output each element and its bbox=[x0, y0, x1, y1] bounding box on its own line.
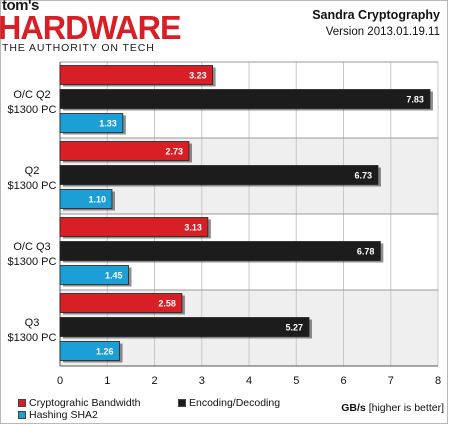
bar-encoding-decoding bbox=[59, 165, 379, 185]
category-label: O/C Q2 bbox=[13, 89, 50, 101]
x-tick-label: 3 bbox=[199, 375, 205, 387]
x-tick-label: 4 bbox=[246, 375, 252, 387]
legend-swatch-red bbox=[18, 399, 26, 407]
bar-cryptographic-bandwidth bbox=[59, 293, 183, 313]
legend-label: Cryptograhic Bandwidth bbox=[29, 397, 141, 409]
bar-value-label: 1.26 bbox=[96, 347, 114, 357]
bar-value-label: 5.27 bbox=[285, 323, 303, 333]
bar-encoding-decoding bbox=[59, 317, 310, 337]
legend-item-encoding-decoding: Encoding/Decoding bbox=[178, 397, 280, 409]
bar-cryptographic-bandwidth bbox=[59, 217, 209, 237]
legend-swatch-black bbox=[178, 399, 186, 407]
x-tick-label: 8 bbox=[435, 375, 441, 387]
logo-tagline: THE AUTHORITY ON TECH bbox=[2, 42, 155, 54]
chart-subtitle: Version 2013.01.19.11 bbox=[325, 26, 440, 38]
category-sublabel: $1300 PC bbox=[8, 104, 57, 116]
category-sublabel: $1300 PC bbox=[8, 332, 57, 344]
x-tick-label: 7 bbox=[388, 375, 394, 387]
bar-value-label: 6.73 bbox=[354, 171, 372, 181]
bar-hashing-sha2 bbox=[59, 113, 124, 133]
legend-item-cryptographic-bandwidth: Cryptograhic Bandwidth bbox=[18, 397, 140, 409]
legend: Cryptograhic Bandwidth Encoding/Decoding… bbox=[18, 397, 318, 423]
bar-hashing-sha2 bbox=[59, 189, 113, 209]
x-tick-label: 2 bbox=[151, 375, 157, 387]
bar-value-label: 3.13 bbox=[184, 223, 202, 233]
x-axis-note: [higher is better] bbox=[365, 402, 444, 414]
bar-hashing-sha2 bbox=[59, 265, 129, 285]
bar-encoding-decoding bbox=[59, 241, 381, 261]
category-sublabel: $1300 PC bbox=[8, 180, 57, 192]
x-tick-label: 5 bbox=[293, 375, 299, 387]
tomshardware-logo: tom's HARDWARE THE AUTHORITY ON TECH bbox=[0, 0, 182, 60]
bar-encoding-decoding bbox=[59, 89, 431, 109]
bar-value-label: 2.73 bbox=[165, 147, 183, 157]
category-label: Q3 bbox=[25, 317, 40, 329]
bar-cryptographic-bandwidth bbox=[59, 65, 214, 85]
bar-value-label: 3.23 bbox=[189, 71, 207, 81]
bar-value-label: 6.78 bbox=[357, 247, 375, 257]
x-tick-label: 1 bbox=[104, 375, 110, 387]
bar-value-label: 2.58 bbox=[158, 299, 176, 309]
x-axis-unit: GB/s bbox=[341, 402, 366, 414]
logo-brand-text: HARDWARE bbox=[0, 9, 182, 46]
x-axis-label: GB/s [higher is better] bbox=[341, 402, 444, 414]
x-tick-label: 0 bbox=[57, 375, 63, 387]
legend-label: Hashing SHA2 bbox=[29, 409, 98, 421]
legend-label: Encoding/Decoding bbox=[189, 397, 281, 409]
bar-value-label: 1.33 bbox=[99, 119, 117, 129]
bar-cryptographic-bandwidth bbox=[59, 141, 190, 161]
legend-swatch-blue bbox=[18, 411, 26, 419]
chart-title: Sandra Cryptography bbox=[312, 8, 440, 22]
logo-top-text: tom's bbox=[2, 0, 39, 14]
bar-value-label: 7.83 bbox=[406, 95, 424, 105]
category-sublabel: $1300 PC bbox=[8, 256, 57, 268]
category-label: Q2 bbox=[25, 165, 40, 177]
category-label: O/C Q3 bbox=[13, 241, 50, 253]
bar-hashing-sha2 bbox=[59, 341, 120, 361]
bar-value-label: 1.10 bbox=[88, 195, 106, 205]
legend-item-hashing-sha2: Hashing SHA2 bbox=[18, 409, 98, 421]
x-tick-label: 6 bbox=[340, 375, 346, 387]
bar-value-label: 1.45 bbox=[105, 271, 123, 281]
